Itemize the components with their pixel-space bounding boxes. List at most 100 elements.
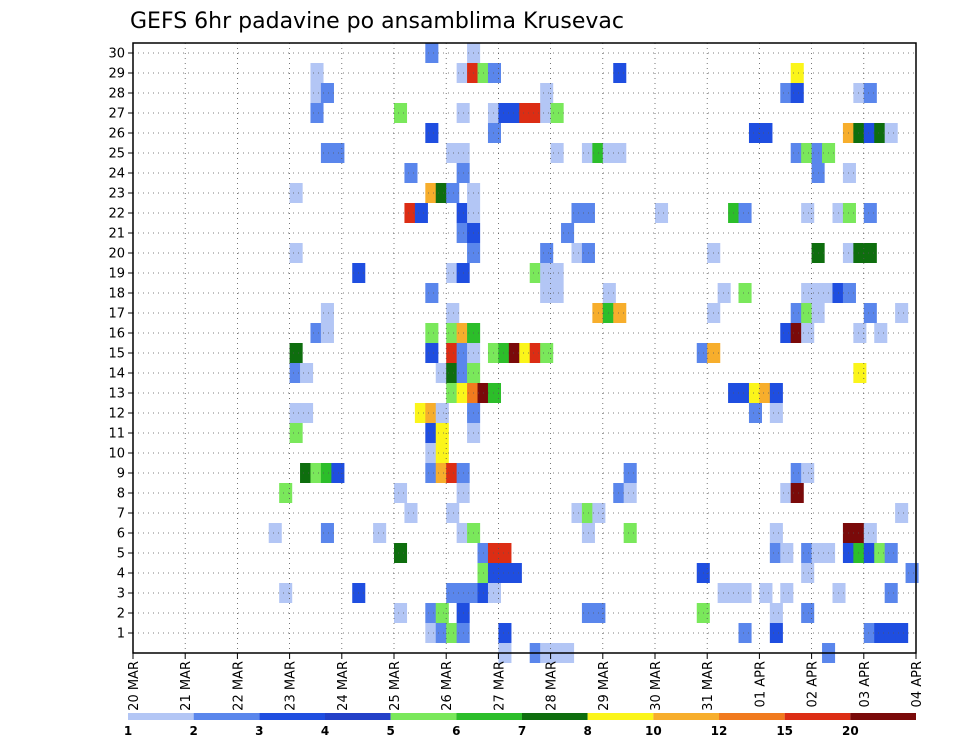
heatmap-cell xyxy=(874,123,888,143)
heatmap-cell xyxy=(289,403,303,423)
heatmap-cell xyxy=(498,103,512,123)
heatmap-cell xyxy=(842,163,856,183)
heatmap-cell xyxy=(613,143,627,163)
heatmap-cell xyxy=(320,143,334,163)
heatmap-cell xyxy=(623,523,637,543)
y-tick-label: 11 xyxy=(108,427,125,442)
x-tick-label: 27 MAR xyxy=(492,661,507,711)
y-tick-label: 16 xyxy=(108,327,125,342)
colorbar-segment xyxy=(259,713,325,720)
y-tick-label: 22 xyxy=(108,207,125,222)
x-axis: 20 MAR 21 MAR 22 MAR 23 MAR 24 MAR 25 MAR 26 M… xyxy=(127,653,925,711)
heatmap-cell xyxy=(790,143,804,163)
heatmap-cell xyxy=(623,483,637,503)
heatmap-cell xyxy=(435,363,449,383)
heatmap-cell xyxy=(769,403,783,423)
x-tick-label: 29 MAR xyxy=(597,661,612,711)
heatmap-cell xyxy=(863,243,877,263)
heatmap-cell xyxy=(289,343,303,363)
y-axis: 1234567891011121314151617181920212223242… xyxy=(108,47,133,642)
heatmap-cell xyxy=(310,83,324,103)
x-tick-label: 03 APR xyxy=(858,661,873,707)
heatmap-cell xyxy=(759,383,773,403)
heatmap-cell xyxy=(320,463,334,483)
heatmap-cell xyxy=(425,283,439,303)
heatmap-cell xyxy=(498,343,512,363)
heatmap-cell xyxy=(769,383,783,403)
colorbar-tick-label: 6 xyxy=(452,724,460,738)
heatmap-cell xyxy=(394,483,408,503)
y-tick-label: 1 xyxy=(117,627,125,642)
heatmap-cell xyxy=(874,543,888,563)
colorbar-tick-label: 12 xyxy=(711,724,728,738)
heatmap-cell xyxy=(529,103,543,123)
x-tick-label: 26 MAR xyxy=(440,661,455,711)
x-tick-label: 04 APR xyxy=(910,661,925,707)
heatmap-cell xyxy=(320,323,334,343)
heatmap-cell xyxy=(780,483,794,503)
colorbar-tick-label: 8 xyxy=(583,724,591,738)
heatmap-cell xyxy=(540,103,554,123)
heatmap-cell xyxy=(425,123,439,143)
heatmap-cell xyxy=(268,523,282,543)
heatmap-cell xyxy=(655,203,669,223)
heatmap-cell xyxy=(300,403,314,423)
heatmap-cell xyxy=(425,603,439,623)
heatmap-cell xyxy=(446,303,460,323)
y-tick-label: 28 xyxy=(108,87,125,102)
heatmap-cell xyxy=(748,403,763,423)
heatmap-cell xyxy=(832,283,846,303)
y-tick-label: 25 xyxy=(108,147,125,162)
heatmap-cell xyxy=(853,243,867,263)
heatmap-cell xyxy=(446,323,460,343)
colorbar-segment xyxy=(587,713,654,720)
heatmap-cell xyxy=(487,103,502,123)
y-tick-label: 4 xyxy=(117,567,125,582)
colorbar-segment xyxy=(719,713,785,720)
y-tick-label: 27 xyxy=(108,107,125,122)
heatmap-cell xyxy=(477,383,491,403)
heatmap-cell xyxy=(310,103,324,123)
x-tick-label: 28 MAR xyxy=(545,661,560,711)
heatmap-cell xyxy=(863,543,877,563)
colorbar-segment xyxy=(522,713,588,720)
heatmap-cell xyxy=(613,483,627,503)
chart-title: GEFS 6hr padavine po ansamblima Krusevac xyxy=(130,9,624,34)
heatmap-cell xyxy=(738,203,752,223)
heatmap-cell xyxy=(832,583,846,603)
heatmap-cell xyxy=(769,603,783,623)
heatmap-cell xyxy=(446,343,460,363)
heatmap-cell xyxy=(842,123,856,143)
heatmap-cell xyxy=(874,323,888,343)
heatmap-cell xyxy=(613,303,627,323)
heatmap-cell xyxy=(540,263,554,283)
y-tick-label: 6 xyxy=(117,527,125,542)
heatmap-cell xyxy=(425,323,439,343)
heatmap-cell xyxy=(550,263,564,283)
heatmap-cell xyxy=(738,623,752,643)
x-tick-label: 30 MAR xyxy=(649,661,664,711)
y-tick-label: 3 xyxy=(117,587,125,602)
y-tick-label: 29 xyxy=(108,67,125,82)
heatmap-cell xyxy=(446,143,460,163)
heatmap-cell xyxy=(540,283,554,303)
colorbar: 1 2 3 4 5 6 7 8 10 12 15 20 xyxy=(124,713,916,738)
colorbar-tick-label: 3 xyxy=(255,724,263,738)
heatmap-cell xyxy=(331,143,345,163)
heatmap-cell xyxy=(425,183,439,203)
heatmap-cell xyxy=(487,63,502,83)
colorbar-segment xyxy=(784,713,851,720)
y-tick-label: 9 xyxy=(117,467,125,482)
heatmap-cell xyxy=(853,523,867,543)
heatmap-cell xyxy=(425,343,439,363)
heatmap-cell xyxy=(508,103,522,123)
heatmap-cell xyxy=(874,623,888,643)
heatmap-cell xyxy=(613,63,627,83)
colorbar-segment xyxy=(193,713,260,720)
heatmap-cell xyxy=(728,383,742,403)
heatmap-cells xyxy=(268,43,919,663)
heatmap-cell xyxy=(435,463,449,483)
heatmap-cell xyxy=(404,203,418,223)
heatmap-cell xyxy=(738,283,752,303)
heatmap-cell xyxy=(780,543,794,563)
